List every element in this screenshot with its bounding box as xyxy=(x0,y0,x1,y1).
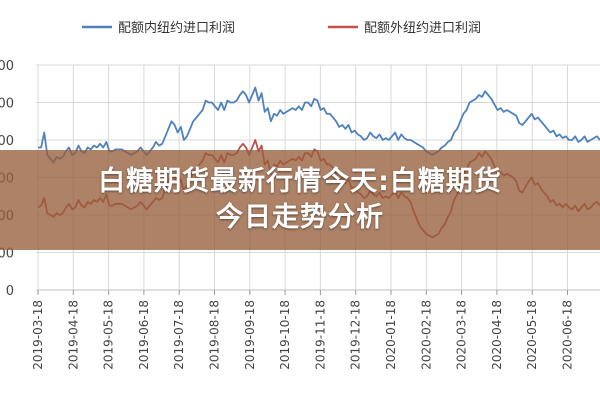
x-tick-label: 2019-05-18 xyxy=(102,300,116,370)
legend-label-outer: 配额外纽约进口利润 xyxy=(364,21,481,36)
x-tick-label: 2019-06-18 xyxy=(137,300,151,370)
headline-line-1: 白糖期货最新行情今天:白糖期货 xyxy=(98,166,502,197)
x-tick-label: 2020-02-18 xyxy=(419,300,433,370)
x-tick-label: 2020-06-18 xyxy=(561,300,575,370)
x-tick-label: 2019-11-18 xyxy=(313,300,327,370)
y-tick-label: 000 xyxy=(0,247,14,262)
headline-line-2: 今日走势分析 xyxy=(216,202,384,233)
x-axis-ticks: 2019-03-18 2019-04-18 2019-05-18 2019-06-18… xyxy=(31,290,575,370)
y-tick-label: 000 xyxy=(0,59,14,74)
headline-banner: 白糖期货最新行情今天:白糖期货 今日走势分析 xyxy=(0,150,600,250)
x-tick-label: 2020-04-18 xyxy=(490,300,504,370)
legend-label-inner: 配额内纽约进口利润 xyxy=(118,20,235,36)
y-tick-label: 000 xyxy=(0,134,14,149)
y-tick-label: 000 xyxy=(0,97,14,112)
x-tick-label: 2019-03-18 xyxy=(31,300,45,370)
x-tick-label: 2019-08-18 xyxy=(208,300,222,370)
x-tick-label: 2019-07-18 xyxy=(172,300,186,370)
x-tick-label: 2019-09-18 xyxy=(243,300,257,370)
x-tick-label: 2020-01-18 xyxy=(384,300,398,370)
x-tick-label: 2019-10-18 xyxy=(278,300,292,370)
x-tick-label: 2020-03-18 xyxy=(455,300,469,370)
legend: 配额内纽约进口利润 配额外纽约进口利润 xyxy=(82,20,481,36)
x-tick-label: 2019-04-18 xyxy=(66,300,80,370)
x-tick-label: 2020-05-18 xyxy=(525,300,539,370)
y-tick-label: 0 xyxy=(6,284,14,299)
x-tick-label: 2019-12-18 xyxy=(349,300,363,370)
